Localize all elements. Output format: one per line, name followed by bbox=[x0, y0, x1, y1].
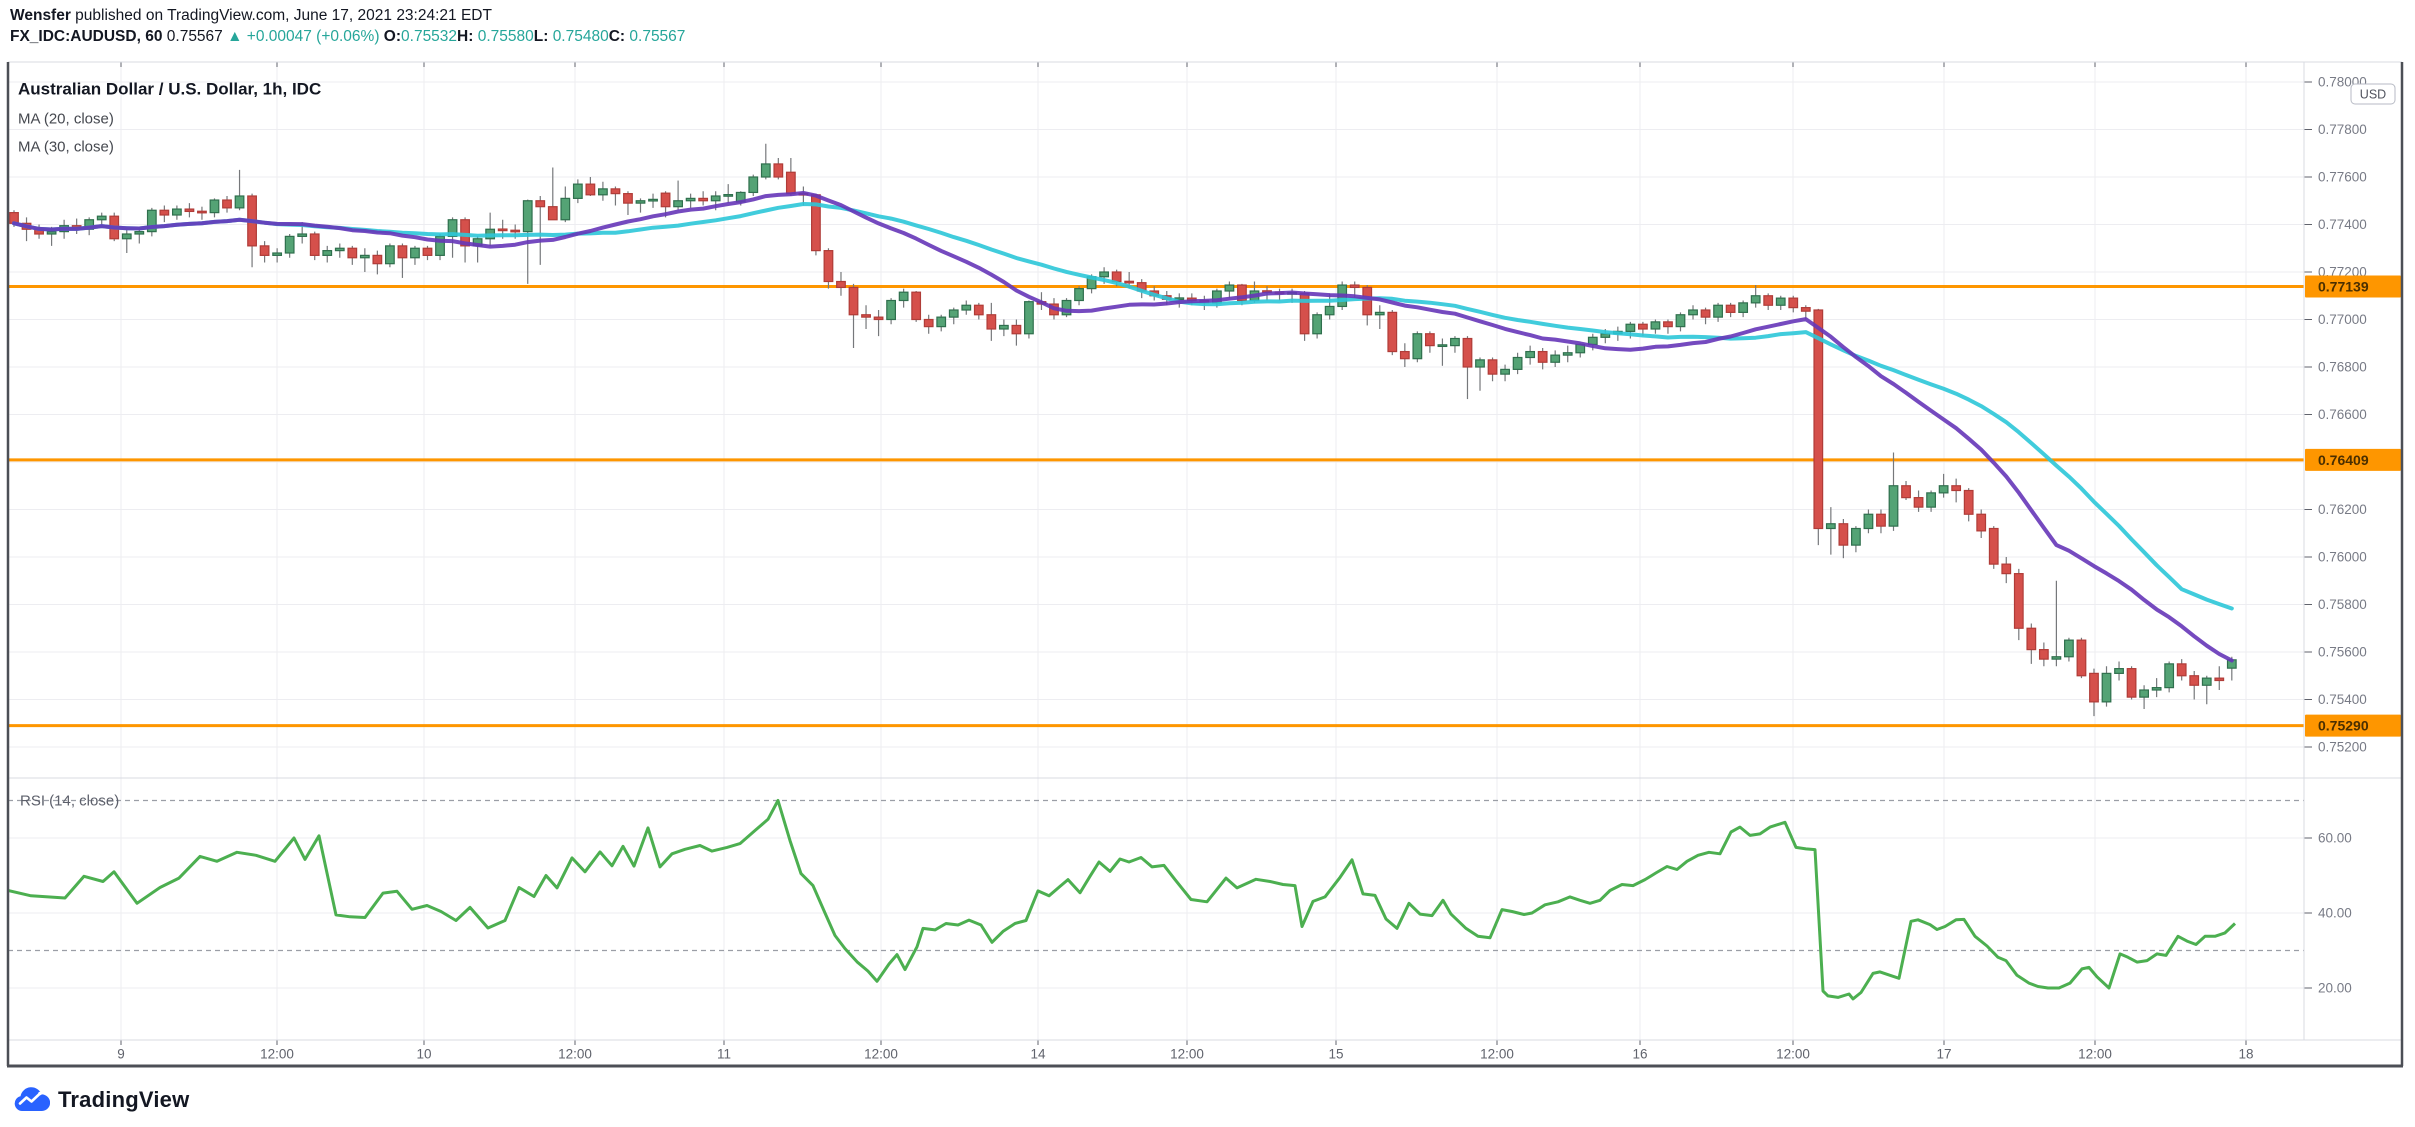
price-tick-label: 0.77400 bbox=[2318, 217, 2367, 232]
ma20-line bbox=[12, 191, 2234, 663]
high-label: H: bbox=[457, 28, 478, 45]
price-level-badge bbox=[2305, 448, 2401, 471]
chart-frame bbox=[6, 61, 2404, 1068]
time-tick-label: 15 bbox=[1328, 1047, 1343, 1062]
currency-button-label[interactable]: USD bbox=[2360, 88, 2386, 102]
price-tick-label: 0.76800 bbox=[2318, 360, 2367, 375]
time-tick-label: 10 bbox=[416, 1047, 431, 1062]
open-value: 0.75532 bbox=[401, 28, 458, 45]
time-tick-label: 12:00 bbox=[1776, 1047, 1810, 1062]
price-tick-label: 0.77600 bbox=[2318, 170, 2367, 185]
price-level-badge bbox=[2305, 714, 2401, 737]
open-label: O: bbox=[383, 28, 402, 45]
price-tick-label: 0.76000 bbox=[2318, 550, 2367, 565]
price-tick-label: 0.77000 bbox=[2318, 312, 2367, 327]
currency-button[interactable] bbox=[2350, 83, 2396, 105]
time-tick-label: 12:00 bbox=[1170, 1047, 1204, 1062]
price-tick-label: 0.75200 bbox=[2318, 740, 2367, 755]
moving-averages bbox=[12, 191, 2234, 663]
time-tick-label: 16 bbox=[1632, 1047, 1647, 1062]
price-level-badge-text: 0.76409 bbox=[2318, 452, 2369, 468]
chart-title: Australian Dollar / U.S. Dollar, 1h, IDC bbox=[18, 80, 321, 99]
author-name: Wensfer bbox=[10, 7, 71, 24]
last-price: 0.75567 bbox=[166, 28, 223, 45]
low-value: 0.75480 bbox=[552, 28, 609, 45]
price-tick-label: 0.75800 bbox=[2318, 597, 2367, 612]
time-tick-label: 12:00 bbox=[558, 1047, 592, 1062]
price-tick-label: 0.76600 bbox=[2318, 407, 2367, 422]
symbol-name[interactable]: FX_IDC:AUDUSD, 60 bbox=[10, 28, 163, 45]
price-tick-label: 0.75600 bbox=[2318, 645, 2367, 660]
price-level-badge bbox=[2305, 275, 2401, 298]
time-tick-label: 12:00 bbox=[1480, 1047, 1514, 1062]
symbol-line: FX_IDC:AUDUSD, 60 0.75567 ▲ +0.00047 (+0… bbox=[10, 26, 685, 47]
close-value: 0.75567 bbox=[629, 28, 686, 45]
change-arrow-icon: ▲ bbox=[227, 28, 243, 45]
price-tick-label: 0.75400 bbox=[2318, 692, 2367, 707]
rsi-plot bbox=[8, 799, 2237, 1001]
price-level-badge-text: 0.75290 bbox=[2318, 718, 2369, 734]
rsi-legend-label[interactable]: RSI (14, close) bbox=[20, 793, 119, 810]
ma20-legend-label[interactable]: MA (20, close) bbox=[18, 111, 114, 128]
publish-line: Wensfer published on TradingView.com, Ju… bbox=[10, 5, 685, 26]
time-tick-label: 9 bbox=[117, 1047, 125, 1062]
header: Wensfer published on TradingView.com, Ju… bbox=[10, 5, 685, 47]
rsi-line bbox=[8, 799, 2237, 1001]
high-value: 0.75580 bbox=[477, 28, 534, 45]
tradingview-logo[interactable]: TradingView bbox=[12, 1086, 189, 1114]
rsi-tick-label: 40.00 bbox=[2318, 906, 2352, 921]
time-tick-label: 14 bbox=[1030, 1047, 1046, 1062]
rsi-tick-label: 20.00 bbox=[2318, 981, 2352, 996]
price-level-badge-text: 0.77139 bbox=[2318, 278, 2369, 294]
price-change: +0.00047 (+0.06%) bbox=[246, 28, 380, 45]
publish-text: published on TradingView.com, June 17, 2… bbox=[70, 7, 492, 24]
close-label: C: bbox=[608, 28, 630, 45]
time-tick-label: 18 bbox=[2238, 1047, 2253, 1062]
price-tick-label: 0.77800 bbox=[2318, 122, 2367, 137]
time-tick-label: 11 bbox=[717, 1047, 731, 1062]
chart-legend[interactable]: Australian Dollar / U.S. Dollar, 1h, IDC… bbox=[18, 80, 321, 810]
price-axis[interactable]: 0.780000.778000.776000.774000.772000.770… bbox=[2304, 75, 2401, 996]
tradingview-cloud-icon bbox=[14, 1087, 50, 1111]
time-tick-label: 12:00 bbox=[2078, 1047, 2112, 1062]
low-label: L: bbox=[533, 28, 553, 45]
horizontal-price-lines[interactable] bbox=[8, 284, 2304, 728]
rsi-tick-label: 60.00 bbox=[2318, 831, 2352, 846]
gridlines bbox=[8, 62, 2304, 1040]
tradingview-logo-text: TradingView bbox=[58, 1087, 190, 1112]
time-axis[interactable]: 9 12:00 10 12:00 11 12:00 14 12:00 15 12:00 16 12:0… bbox=[117, 62, 2254, 1062]
ma30-legend-label[interactable]: MA (30, close) bbox=[18, 139, 114, 156]
ma30-line bbox=[12, 202, 2234, 611]
price-tick-label: 0.76200 bbox=[2318, 502, 2367, 517]
time-tick-label: 12:00 bbox=[864, 1047, 898, 1062]
time-tick-label: 12:00 bbox=[260, 1047, 294, 1062]
time-tick-label: 17 bbox=[1936, 1047, 1951, 1062]
